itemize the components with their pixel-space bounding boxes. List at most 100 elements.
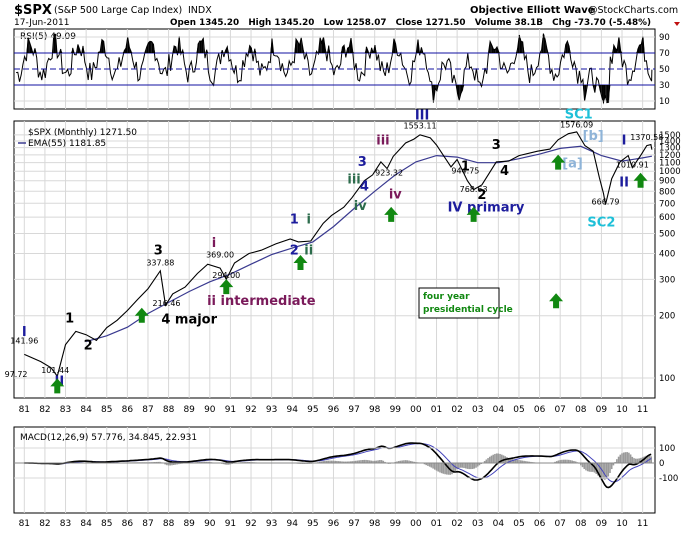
macd-histogram-bar	[616, 459, 618, 463]
legend-ema: EMA(55) 1181.85	[28, 139, 106, 149]
wave-label: I	[622, 134, 627, 149]
rsi-level-label: 10	[659, 97, 670, 107]
chart-date: 17-Jun-2011	[14, 18, 69, 28]
x-tick-label: 88	[163, 405, 175, 415]
x-tick-label: 84	[80, 519, 92, 529]
macd-histogram-bar	[491, 456, 493, 463]
y-tick-label: 800	[659, 187, 675, 197]
x-tick-label: 98	[369, 405, 381, 415]
macd-histogram-bar	[470, 463, 472, 469]
x-tick-label: 11	[637, 405, 648, 415]
y-tick-label: 500	[659, 229, 675, 239]
rsi-level-label: 70	[659, 49, 670, 59]
x-tick-label: 85	[101, 519, 112, 529]
macd-histogram-bar	[492, 455, 494, 463]
x-tick-label: 87	[142, 519, 153, 529]
macd-histogram-bar	[583, 463, 585, 469]
wave-label: 4	[360, 180, 369, 195]
y-tick-label: 700	[659, 199, 675, 209]
macd-histogram-bar	[472, 463, 474, 469]
x-tick-label: 89	[183, 405, 195, 415]
y-tick-label: 400	[659, 250, 675, 260]
x-tick-label: 92	[245, 405, 256, 415]
x-tick-label: 09	[596, 405, 608, 415]
x-tick-label: 05	[513, 519, 524, 529]
x-tick-label: 94	[287, 519, 299, 529]
x-tick-label: 00	[410, 519, 422, 529]
macd-histogram-bar	[633, 458, 635, 463]
price-label: 97.72	[5, 370, 28, 379]
wave-label: 3	[358, 155, 367, 170]
macd-panel[interactable]: MACD(12,26,9) 57.776, 34.845, 22.931 100…	[14, 427, 678, 529]
macd-histogram-bar	[477, 463, 479, 467]
rsi-oversold-fill	[607, 85, 609, 103]
rsi-overbought-fill	[640, 44, 642, 53]
wave-label: 4	[500, 164, 509, 179]
x-tick-label: 98	[369, 519, 381, 529]
wave-label: i	[212, 236, 216, 251]
macd-histogram-bar	[443, 463, 445, 474]
wave-label: 1	[65, 312, 74, 327]
y-tick-label: 1500	[659, 131, 681, 141]
x-tick-label: 10	[616, 519, 628, 529]
macd-histogram-bar	[565, 460, 567, 463]
macd-histogram-bar	[611, 463, 613, 469]
wave-label: iii	[376, 133, 389, 148]
rsi-overbought-fill	[102, 40, 104, 53]
wave-label: II	[619, 175, 629, 190]
x-tick-label: 90	[204, 405, 216, 415]
x-tick-label: 95	[307, 405, 318, 415]
down-triangle-icon	[674, 22, 680, 26]
macd-histogram-bar	[429, 463, 431, 467]
macd-histogram-bar	[637, 459, 639, 463]
macd-histogram-bar	[458, 463, 460, 468]
x-tick-label: 07	[554, 519, 565, 529]
macd-histogram-bar	[441, 463, 443, 473]
macd-histogram-bar	[635, 459, 637, 463]
macd-histogram-bar	[582, 463, 584, 467]
wave-label: [a]	[562, 157, 583, 172]
x-tick-label: 02	[451, 519, 462, 529]
wave-label: ii intermediate	[207, 294, 316, 309]
wave-label: 2	[290, 244, 299, 259]
x-tick-label: 05	[513, 405, 524, 415]
macd-histogram-bar	[604, 463, 606, 480]
macd-histogram-bar	[618, 457, 620, 463]
rsi-overbought-fill	[200, 41, 202, 53]
macd-level-label: -100	[659, 474, 678, 484]
rsi-overbought-fill	[54, 34, 56, 53]
macd-histogram-bar	[621, 453, 623, 463]
rsi-overbought-fill	[521, 41, 523, 53]
rsi-level-label: 90	[659, 33, 670, 43]
x-tick-label: 04	[493, 405, 505, 415]
rsi-level-label: 50	[659, 65, 670, 75]
macd-histogram-bar	[650, 456, 652, 463]
x-tick-label: 06	[534, 519, 546, 529]
wave-label: 4 major	[161, 313, 217, 328]
x-tick-label: 04	[493, 519, 505, 529]
x-tick-label: 97	[348, 519, 359, 529]
price-panel[interactable]: $SPX (Monthly) 1271.50 EMA(55) 1181.85 9…	[5, 107, 681, 415]
price-label: 294.00	[212, 271, 240, 280]
x-tick-label: 96	[328, 519, 340, 529]
macd-histogram-bar	[474, 463, 476, 469]
macd-histogram-bar	[431, 463, 433, 468]
price-label: 337.88	[146, 259, 174, 268]
macd-histogram-bar	[625, 452, 627, 463]
macd-histogram-bar	[475, 463, 477, 468]
x-tick-label: 82	[39, 405, 50, 415]
x-tick-label: 83	[60, 405, 71, 415]
x-tick-label: 85	[101, 405, 112, 415]
macd-histogram-bar	[494, 454, 496, 463]
x-tick-label: 81	[19, 519, 30, 529]
macd-level-label: 0	[659, 459, 664, 469]
macd-histogram-bar	[628, 453, 630, 463]
wave-label: SC1	[565, 107, 593, 122]
macd-histogram-bar	[436, 463, 438, 471]
wave-label: iv	[354, 199, 367, 214]
x-tick-label: 92	[245, 519, 256, 529]
x-tick-label: 84	[80, 405, 92, 415]
